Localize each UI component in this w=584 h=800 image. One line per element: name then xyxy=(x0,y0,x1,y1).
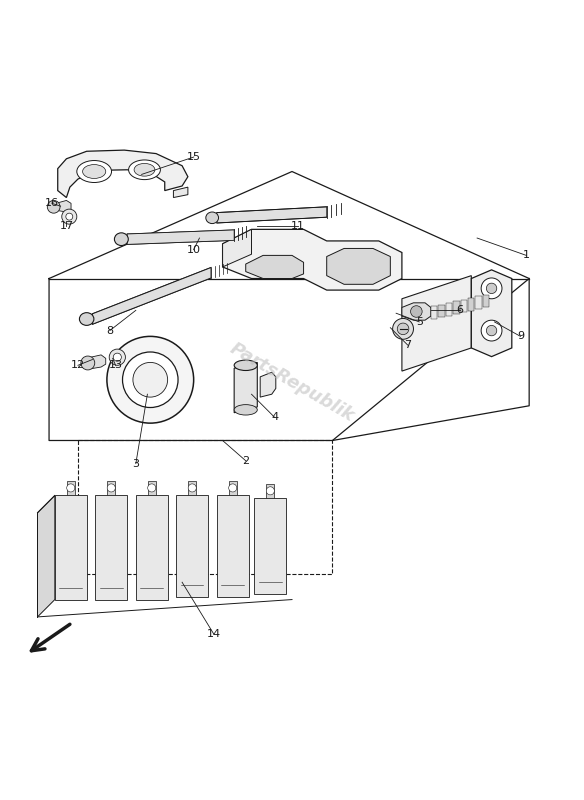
Text: 1: 1 xyxy=(523,250,530,260)
Polygon shape xyxy=(260,372,276,397)
Polygon shape xyxy=(246,255,304,278)
Text: 8: 8 xyxy=(106,326,113,335)
Circle shape xyxy=(392,318,413,339)
Polygon shape xyxy=(127,230,234,244)
Text: 17: 17 xyxy=(60,222,74,231)
Text: 3: 3 xyxy=(133,458,140,469)
Polygon shape xyxy=(471,270,512,357)
Text: 9: 9 xyxy=(517,331,524,342)
Polygon shape xyxy=(266,484,274,498)
Polygon shape xyxy=(92,267,211,324)
Ellipse shape xyxy=(79,313,94,326)
Text: 13: 13 xyxy=(109,360,123,370)
Polygon shape xyxy=(37,495,55,617)
Polygon shape xyxy=(402,303,431,320)
Polygon shape xyxy=(173,187,188,198)
Polygon shape xyxy=(217,495,249,597)
Ellipse shape xyxy=(234,405,258,415)
Polygon shape xyxy=(461,300,467,313)
Circle shape xyxy=(229,484,237,492)
Polygon shape xyxy=(107,481,115,495)
Circle shape xyxy=(148,484,156,492)
Ellipse shape xyxy=(77,161,112,182)
Text: PartsRepublik: PartsRepublik xyxy=(227,340,357,426)
Polygon shape xyxy=(95,495,127,599)
Ellipse shape xyxy=(206,212,218,223)
Polygon shape xyxy=(475,296,482,309)
Circle shape xyxy=(123,352,178,407)
Polygon shape xyxy=(136,495,168,599)
Ellipse shape xyxy=(114,233,128,246)
Polygon shape xyxy=(91,355,106,369)
Circle shape xyxy=(107,484,115,492)
Polygon shape xyxy=(55,495,86,599)
Text: 5: 5 xyxy=(416,317,423,327)
Polygon shape xyxy=(67,481,75,495)
Polygon shape xyxy=(188,481,196,495)
Circle shape xyxy=(486,283,497,294)
Text: 4: 4 xyxy=(271,412,278,422)
Polygon shape xyxy=(148,481,156,495)
Circle shape xyxy=(486,326,497,336)
Circle shape xyxy=(107,336,194,423)
Circle shape xyxy=(188,484,196,492)
Polygon shape xyxy=(402,276,471,371)
Circle shape xyxy=(113,353,121,362)
Polygon shape xyxy=(58,150,188,198)
Polygon shape xyxy=(56,201,71,212)
Polygon shape xyxy=(176,495,208,597)
Polygon shape xyxy=(223,230,402,290)
Text: 6: 6 xyxy=(456,306,463,315)
Circle shape xyxy=(67,484,75,492)
Text: 11: 11 xyxy=(291,222,305,231)
Ellipse shape xyxy=(128,160,161,180)
Text: 2: 2 xyxy=(242,456,249,466)
Polygon shape xyxy=(453,302,460,314)
Ellipse shape xyxy=(82,165,106,178)
Text: 16: 16 xyxy=(45,198,59,208)
Polygon shape xyxy=(483,294,489,307)
Text: 14: 14 xyxy=(207,630,221,639)
Circle shape xyxy=(481,320,502,341)
Text: 10: 10 xyxy=(187,245,201,254)
Polygon shape xyxy=(438,305,444,318)
Text: 15: 15 xyxy=(187,152,201,162)
Circle shape xyxy=(481,278,502,298)
Circle shape xyxy=(397,323,409,334)
Polygon shape xyxy=(431,306,437,319)
Circle shape xyxy=(66,213,73,220)
Polygon shape xyxy=(468,298,474,310)
Polygon shape xyxy=(223,230,252,267)
Circle shape xyxy=(47,201,60,213)
Ellipse shape xyxy=(234,360,258,370)
Polygon shape xyxy=(255,498,286,594)
Text: 7: 7 xyxy=(404,340,411,350)
Text: 12: 12 xyxy=(71,360,85,370)
Circle shape xyxy=(411,306,422,318)
Polygon shape xyxy=(326,249,390,284)
Circle shape xyxy=(133,362,168,397)
Circle shape xyxy=(109,349,126,366)
Ellipse shape xyxy=(134,163,155,176)
Circle shape xyxy=(266,486,274,495)
Polygon shape xyxy=(217,206,326,223)
Polygon shape xyxy=(234,362,258,413)
Circle shape xyxy=(62,209,77,224)
Circle shape xyxy=(81,356,95,370)
Polygon shape xyxy=(229,481,237,495)
Polygon shape xyxy=(446,303,452,316)
